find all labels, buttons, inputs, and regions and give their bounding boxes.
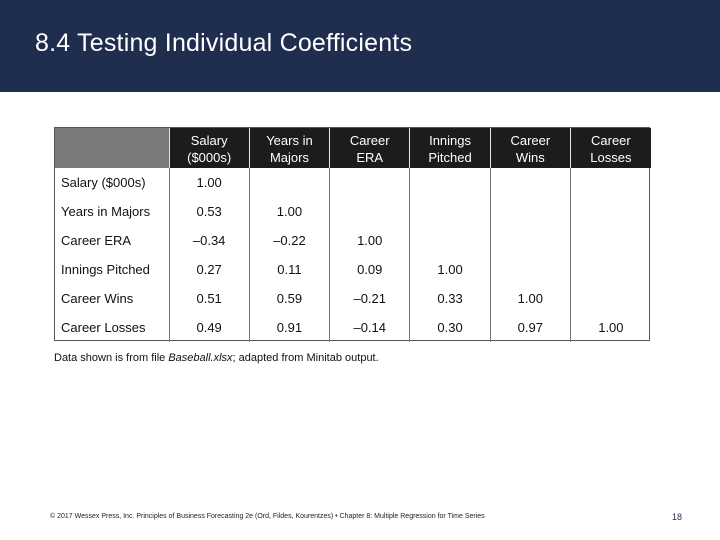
table-row: Innings Pitched 0.27 0.11 0.09 1.00 bbox=[55, 255, 651, 284]
row-label: Career Losses bbox=[55, 313, 170, 342]
footnote-prefix: Data shown is from file bbox=[54, 352, 169, 364]
column-header: Career Wins bbox=[490, 128, 571, 168]
data-source-note: Data shown is from file Baseball.xlsx; a… bbox=[54, 352, 379, 364]
table-cell: 0.91 bbox=[249, 313, 331, 342]
table-cell: 1.00 bbox=[329, 226, 411, 255]
table-cell bbox=[490, 226, 571, 255]
table-cell bbox=[409, 197, 491, 226]
table-cell: 0.51 bbox=[169, 284, 250, 313]
table-cell bbox=[570, 168, 650, 197]
table-cell: 0.97 bbox=[490, 313, 571, 342]
row-label: Innings Pitched bbox=[55, 255, 170, 284]
table-cell bbox=[490, 197, 571, 226]
table-cell bbox=[249, 168, 331, 197]
page-number: 18 bbox=[672, 512, 683, 522]
correlation-table-container: Salary ($000s) Years in Majors Career ERA I… bbox=[54, 127, 651, 342]
table-cell: 1.00 bbox=[169, 168, 250, 197]
table-cell: –0.21 bbox=[329, 284, 411, 313]
table-cell: 1.00 bbox=[490, 284, 571, 313]
footnote-file-name: Baseball.xlsx bbox=[168, 352, 233, 364]
table-cell bbox=[409, 226, 491, 255]
column-header: Career Losses bbox=[570, 128, 651, 168]
table-cell: –0.14 bbox=[329, 313, 411, 342]
table-cell: –0.34 bbox=[169, 226, 250, 255]
table-cell: 0.09 bbox=[329, 255, 411, 284]
table-cell bbox=[570, 255, 650, 284]
table-cell bbox=[329, 168, 411, 197]
table-cell: 1.00 bbox=[598, 320, 624, 335]
row-label: Career ERA bbox=[55, 226, 170, 255]
column-header: Career ERA bbox=[329, 128, 411, 168]
table-cell: 0.49 bbox=[169, 313, 250, 342]
table-cell bbox=[490, 168, 571, 197]
table-cell: 1.00 bbox=[409, 255, 491, 284]
table-cell bbox=[329, 197, 411, 226]
copyright-footer: © 2017 Wessex Press, Inc. Principles of … bbox=[50, 513, 485, 520]
row-label: Salary ($000s) bbox=[55, 168, 170, 197]
table-cell bbox=[570, 226, 650, 255]
table-row: Career Wins 0.51 0.59 –0.21 0.33 1.00 bbox=[55, 284, 651, 313]
table-cell: 0.11 bbox=[249, 255, 331, 284]
table-row: Years in Majors 0.53 1.00 bbox=[55, 197, 651, 226]
title-bar: 8.4 Testing Individual Coefficients bbox=[0, 0, 720, 92]
table-cell bbox=[570, 284, 650, 313]
row-label: Years in Majors bbox=[55, 197, 170, 226]
table-cell: 0.59 bbox=[249, 284, 331, 313]
table-cell: 0.53 bbox=[169, 197, 250, 226]
column-header: Innings Pitched bbox=[409, 128, 491, 168]
table-cell bbox=[409, 168, 491, 197]
table-row: Salary ($000s) 1.00 bbox=[55, 168, 651, 197]
slide-title: 8.4 Testing Individual Coefficients bbox=[35, 29, 413, 57]
table-row: Career ERA –0.34 –0.22 1.00 bbox=[55, 226, 651, 255]
table-row: Career Losses 0.49 0.91 –0.14 0.30 0.97 … bbox=[55, 313, 651, 342]
table-cell bbox=[490, 255, 571, 284]
row-label: Career Wins bbox=[55, 284, 170, 313]
column-header: Salary ($000s) bbox=[169, 128, 250, 168]
table-corner-cell bbox=[55, 128, 170, 168]
column-header: Years in Majors bbox=[249, 128, 331, 168]
correlation-table: Salary ($000s) Years in Majors Career ERA I… bbox=[55, 128, 651, 342]
table-cell: –0.22 bbox=[249, 226, 331, 255]
table-cell: 1.00 bbox=[249, 197, 331, 226]
table-cell: 0.33 bbox=[409, 284, 491, 313]
footnote-suffix: ; adapted from Minitab output. bbox=[232, 352, 379, 364]
table-cell: 0.27 bbox=[169, 255, 250, 284]
table-cell: 0.30 bbox=[409, 313, 491, 342]
table-header-row: Salary ($000s) Years in Majors Career ERA I… bbox=[55, 128, 651, 168]
table-cell bbox=[570, 197, 650, 226]
